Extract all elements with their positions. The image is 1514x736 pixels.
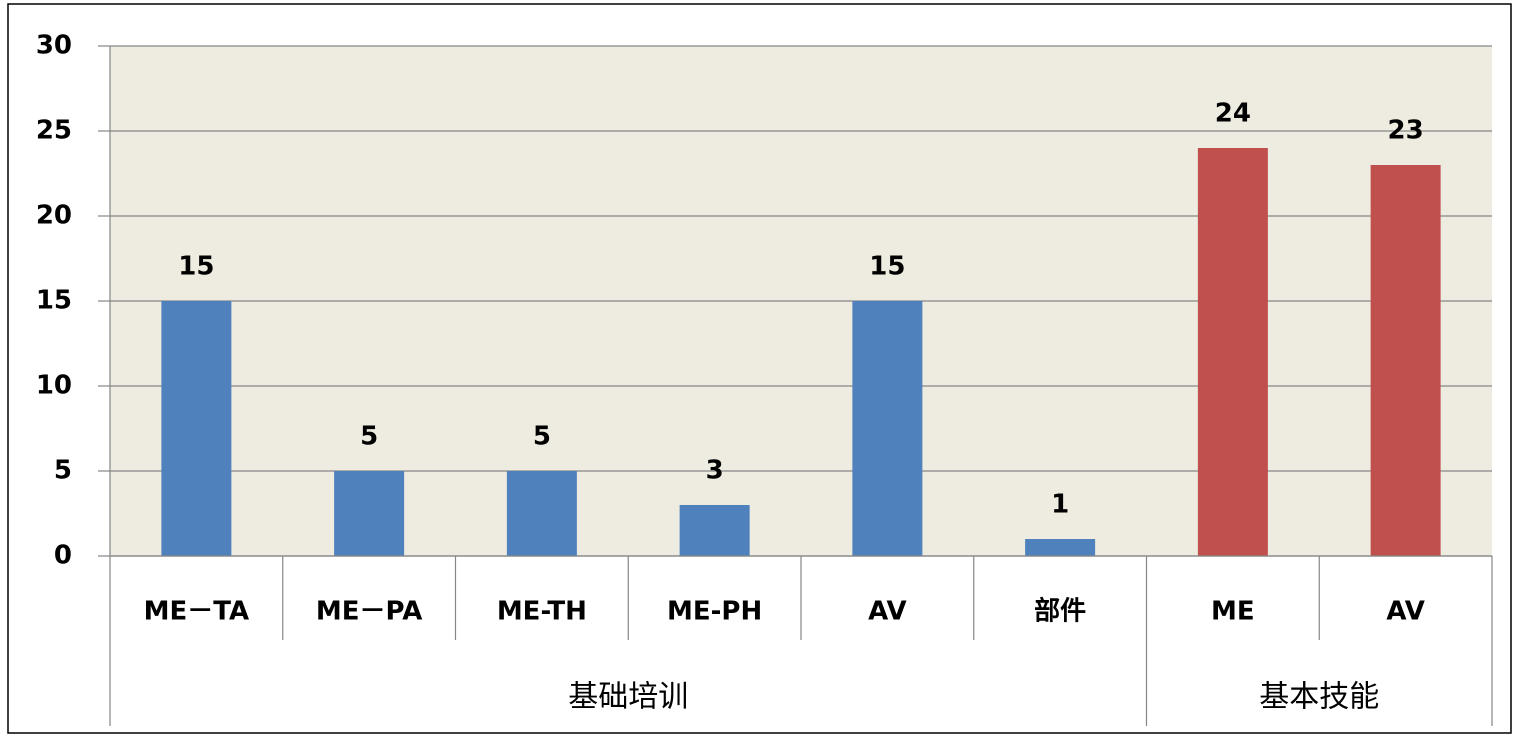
y-tick-label: 15: [36, 286, 72, 316]
x-tick-label: ME－PA: [316, 597, 422, 627]
x-tick-label: ME－TA: [144, 597, 249, 627]
group-label: 基础培训: [568, 680, 688, 715]
x-tick-label: AV: [868, 597, 906, 627]
bar: [161, 301, 232, 556]
group-label: 基本技能: [1259, 680, 1379, 715]
y-tick-label: 10: [36, 371, 72, 401]
y-tick-label: 20: [36, 201, 72, 231]
data-label: 1: [1051, 490, 1069, 520]
x-tick-label: 部件: [1034, 597, 1086, 627]
data-label: 5: [360, 422, 378, 452]
data-label: 15: [178, 252, 214, 282]
data-label: 23: [1388, 116, 1424, 146]
y-tick-label: 0: [54, 541, 72, 571]
x-tick-label: ME-TH: [497, 597, 587, 627]
bar: [334, 471, 405, 556]
bar: [852, 301, 923, 556]
y-tick-label: 5: [54, 456, 72, 486]
x-tick-label: ME: [1211, 597, 1255, 627]
bar: [506, 471, 577, 556]
data-label: 24: [1215, 99, 1251, 129]
bar: [1197, 148, 1268, 556]
data-label: 3: [706, 456, 724, 486]
x-tick-label: AV: [1386, 597, 1424, 627]
data-label: 5: [533, 422, 551, 452]
bar: [679, 505, 750, 556]
y-tick-label: 25: [36, 116, 72, 146]
bar: [1370, 165, 1441, 556]
data-label: 15: [869, 252, 905, 282]
x-tick-label: ME-PH: [667, 597, 762, 627]
y-tick-label: 30: [36, 31, 72, 61]
bar: [1025, 539, 1096, 556]
